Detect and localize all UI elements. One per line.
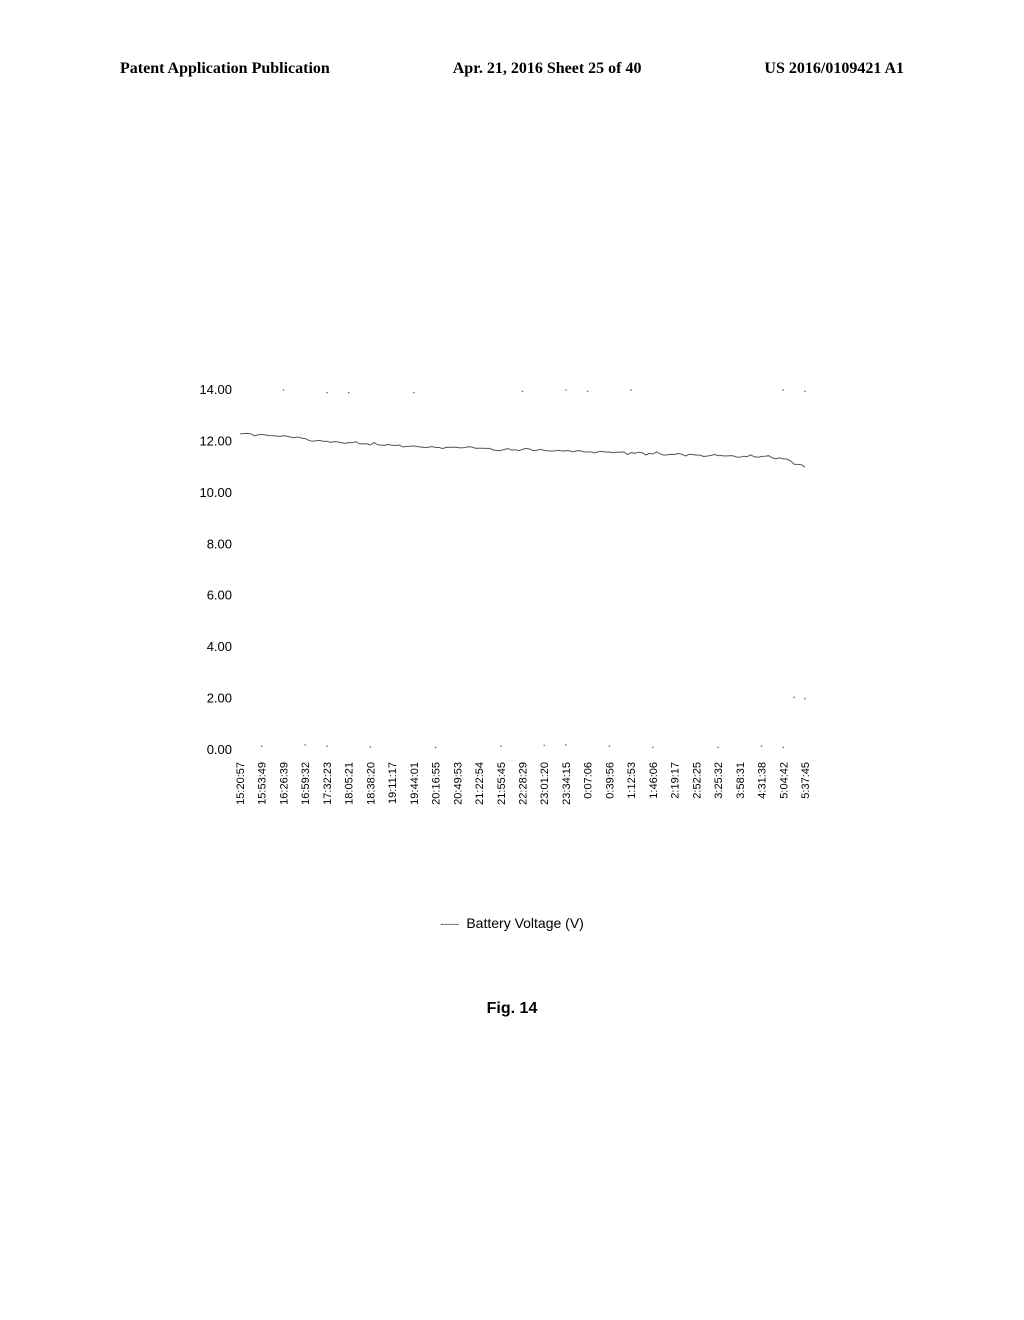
x-tick-label: 3:25:32 — [713, 762, 725, 799]
artifact-dot — [543, 745, 545, 747]
chart-legend: ----- Battery Voltage (V) — [0, 915, 1024, 931]
artifact-dot — [782, 747, 784, 749]
artifact-dot — [500, 745, 502, 747]
x-tick-label: 17:32:23 — [322, 762, 334, 805]
legend-line-icon: ----- — [440, 915, 458, 931]
x-tick-label: 0:07:06 — [583, 762, 595, 799]
battery-voltage-chart: 0.00 2.00 4.00 6.00 8.00 10.00 12.00 14.00 15:20… — [185, 380, 815, 900]
x-tick-label: 2:19:17 — [670, 762, 682, 799]
x-tick-label: 2:52:25 — [691, 762, 703, 799]
x-tick-label: 21:22:54 — [474, 762, 486, 805]
artifact-dot — [326, 745, 328, 747]
x-tick-label: 16:26:39 — [278, 762, 290, 805]
y-tick-label: 6.00 — [207, 588, 232, 603]
y-tick-label: 8.00 — [207, 536, 232, 551]
artifact-dot — [804, 698, 806, 700]
artifact-dot — [304, 744, 306, 746]
x-tick-label: 21:55:45 — [496, 762, 508, 805]
artifact-dot — [326, 392, 328, 394]
x-tick-label: 18:05:21 — [344, 762, 356, 805]
legend-label: Battery Voltage (V) — [466, 915, 584, 931]
x-tick-label: 16:59:32 — [300, 762, 312, 805]
header-right: US 2016/0109421 A1 — [764, 60, 904, 78]
x-tick-label: 4:31:38 — [757, 762, 769, 799]
artifact-dot — [565, 744, 567, 746]
y-tick-label: 10.00 — [199, 485, 232, 500]
header-center: Apr. 21, 2016 Sheet 25 of 40 — [453, 60, 642, 78]
x-tick-label: 18:38:20 — [365, 762, 377, 805]
x-tick-label: 0:39:56 — [604, 762, 616, 799]
y-tick-label: 0.00 — [207, 742, 232, 757]
artifact-dot — [565, 389, 567, 391]
x-tick-label: 1:12:53 — [626, 762, 638, 799]
x-tick-label: 20:49:53 — [452, 762, 464, 805]
x-tick-label: 3:58:31 — [735, 762, 747, 799]
artifact-dot — [435, 747, 437, 749]
data-line — [240, 433, 805, 467]
x-tick-label: 19:11:17 — [387, 762, 399, 804]
x-tick-label: 5:37:45 — [800, 762, 812, 799]
artifact-dot — [587, 390, 589, 392]
y-tick-label: 14.00 — [199, 382, 232, 397]
artifact-dot — [793, 696, 795, 698]
y-tick-label: 4.00 — [207, 639, 232, 654]
page-header: Patent Application Publication Apr. 21, … — [0, 60, 1024, 78]
y-tick-label: 12.00 — [199, 433, 232, 448]
artifact-dot — [348, 392, 350, 394]
artifact-dot — [413, 392, 415, 394]
x-tick-label: 15:53:49 — [257, 762, 269, 805]
artifact-dot — [522, 390, 524, 392]
figure-label: Fig. 14 — [0, 1000, 1024, 1018]
artifact-dot — [283, 389, 285, 391]
x-tick-label: 1:46:06 — [648, 762, 660, 799]
artifact-dot — [717, 747, 719, 749]
artifact-dot — [761, 745, 763, 747]
artifact-dot — [652, 747, 654, 749]
x-tick-label: 5:04:42 — [778, 762, 790, 799]
artifact-dot — [782, 389, 784, 391]
x-tick-label: 19:44:01 — [409, 762, 421, 805]
x-tick-label: 23:34:15 — [561, 762, 573, 805]
artifact-dot — [630, 389, 632, 391]
chart-svg: 0.00 2.00 4.00 6.00 8.00 10.00 12.00 14.00 15:20… — [185, 380, 815, 900]
header-left: Patent Application Publication — [120, 60, 330, 78]
x-tick-label: 22:28:29 — [518, 762, 530, 805]
x-tick-label: 20:16:55 — [431, 762, 443, 805]
x-tick-label: 15:20:57 — [235, 762, 247, 805]
artifact-dot — [261, 745, 263, 747]
artifact-dot — [370, 746, 372, 748]
x-tick-label: 23:01:20 — [539, 762, 551, 805]
y-tick-label: 2.00 — [207, 691, 232, 706]
artifact-dot — [609, 745, 611, 747]
artifact-dot — [804, 390, 806, 392]
